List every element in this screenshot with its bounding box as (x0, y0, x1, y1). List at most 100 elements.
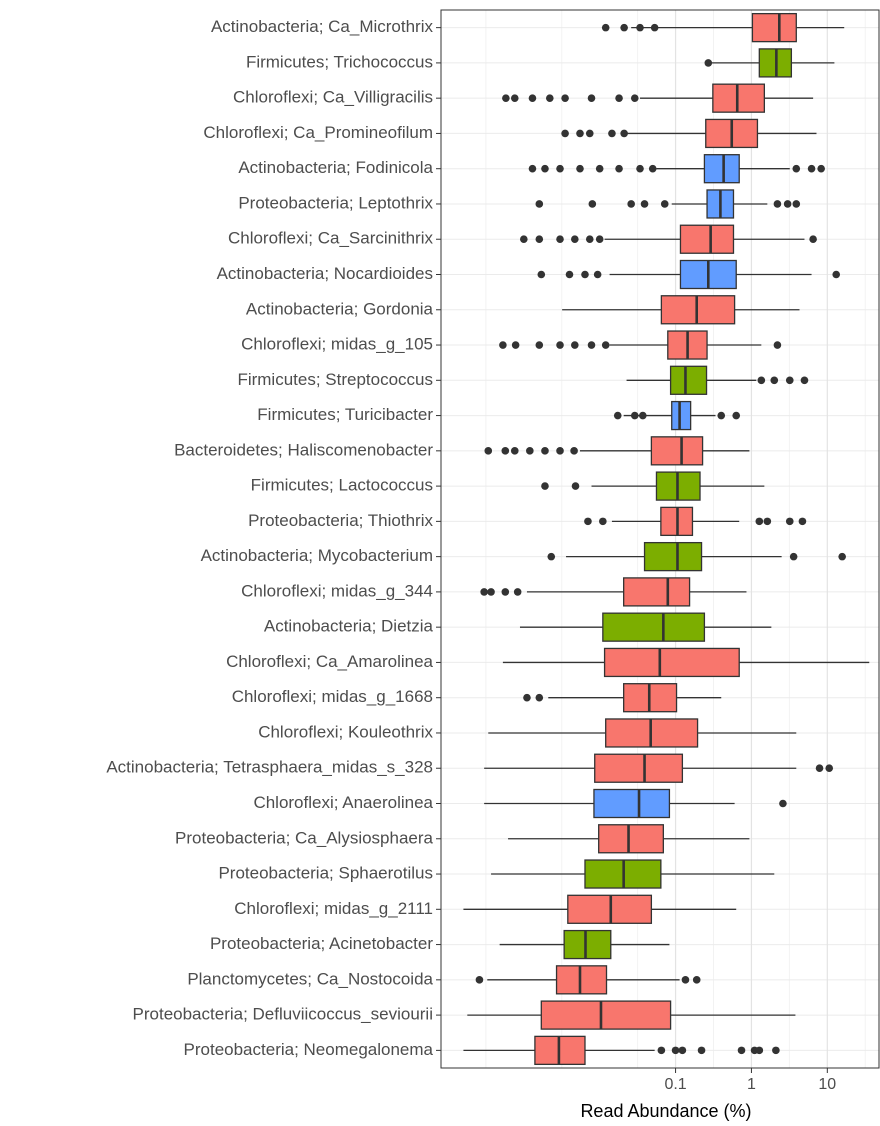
outlier (545, 94, 554, 102)
outlier (587, 94, 596, 102)
category-label: Chloroflexi; Ca_Promineofilum (203, 123, 433, 142)
category-label: Firmicutes; Lactococcus (251, 476, 433, 495)
outlier (704, 59, 713, 67)
x-tick-label: 0.1 (664, 1076, 686, 1093)
outlier (501, 447, 510, 455)
outlier (588, 200, 597, 208)
outlier (528, 94, 537, 102)
outlier (523, 693, 531, 702)
outlier (487, 588, 495, 596)
outlier (535, 235, 544, 244)
outlier (535, 200, 544, 208)
outlier (697, 1046, 706, 1055)
category-label: Proteobacteria; Leptothrix (238, 193, 433, 212)
category-label: Firmicutes; Trichococcus (246, 52, 433, 71)
category-label: Firmicutes; Turicibacter (257, 405, 433, 424)
outlier (755, 517, 764, 526)
outlier (757, 376, 766, 385)
outlier (520, 235, 528, 244)
outlier (639, 411, 647, 420)
outlier (576, 164, 584, 173)
category-label: Chloroflexi; Kouleothrix (258, 722, 433, 741)
outlier (785, 376, 794, 385)
category-label: Chloroflexi; Ca_Amarolinea (226, 652, 433, 671)
outlier (630, 94, 639, 102)
outlier (511, 341, 520, 349)
outlier (838, 552, 846, 561)
outlier (815, 764, 824, 773)
outlier (620, 23, 628, 32)
box (623, 577, 691, 607)
category-label: Proteobacteria; Defluviicoccus_seviourii (133, 1005, 433, 1024)
outlier (480, 588, 488, 596)
outlier (620, 129, 628, 138)
outlier (792, 200, 801, 208)
outlier (585, 129, 594, 138)
outlier (692, 976, 701, 984)
outlier (785, 517, 794, 526)
outlier (657, 1046, 666, 1055)
box (603, 647, 740, 678)
category-label: Actinobacteria; Ca_Microthrix (211, 17, 434, 36)
category-label: Chloroflexi; Ca_Villigracilis (233, 88, 433, 107)
category-label: Bacteroidetes; Haliscomenobacter (174, 440, 433, 459)
outlier (571, 341, 579, 349)
outlier (571, 235, 579, 244)
box (643, 541, 703, 572)
outlier (565, 270, 574, 279)
outlier (556, 341, 564, 349)
outlier (556, 164, 564, 173)
category-label: Actinobacteria; Gordonia (246, 299, 434, 318)
panel-border (440, 9, 880, 1069)
outlier (615, 94, 623, 102)
outlier (832, 270, 841, 279)
outlier (608, 129, 616, 138)
box (751, 12, 797, 43)
category-label: Chloroflexi; Anaerolinea (253, 793, 433, 812)
outlier (770, 376, 779, 385)
outlier (601, 23, 610, 32)
box (602, 612, 706, 642)
outlier (593, 270, 602, 279)
box (671, 400, 692, 431)
outlier (541, 482, 549, 490)
outlier (587, 341, 596, 349)
category-label: Proteobacteria; Neomegalonema (184, 1040, 434, 1059)
outlier (792, 164, 801, 173)
outlier (537, 270, 546, 279)
category-label: Chloroflexi; Ca_Sarcinithrix (228, 229, 434, 248)
outlier (640, 200, 649, 208)
box (540, 1000, 672, 1030)
outlier (678, 1046, 687, 1055)
outlier (499, 341, 507, 349)
outlier (737, 1046, 746, 1055)
outlier (779, 799, 787, 808)
category-label: Planctomycetes; Ca_Nostocoida (187, 969, 433, 988)
outlier (502, 94, 510, 102)
outlier (825, 764, 834, 773)
outlier (763, 517, 772, 526)
outlier (773, 341, 782, 349)
category-label: Proteobacteria; Ca_Alysiosphaera (175, 828, 434, 847)
outlier (807, 164, 816, 173)
box (593, 788, 671, 819)
outlier (809, 235, 817, 244)
outlier (484, 447, 493, 455)
outlier (528, 164, 537, 173)
category-label: Proteobacteria; Acinetobacter (210, 934, 433, 953)
x-tick-label: 1 (747, 1076, 756, 1093)
outlier (510, 94, 519, 102)
outlier (660, 200, 669, 208)
box (598, 824, 664, 854)
outlier (510, 447, 519, 455)
outlier (615, 164, 623, 173)
outlier (773, 200, 782, 208)
outlier (630, 411, 639, 420)
outlier (541, 447, 549, 455)
category-label: Chloroflexi; midas_g_1668 (232, 687, 433, 706)
category-label: Actinobacteria; Fodinicola (238, 158, 433, 177)
outlier (636, 23, 644, 32)
outlier (475, 976, 484, 984)
outlier (535, 693, 544, 702)
